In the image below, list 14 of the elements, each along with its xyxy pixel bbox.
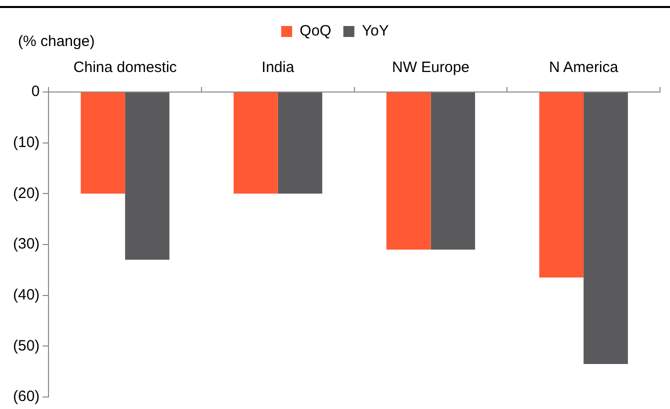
y-tick-label: 0 bbox=[31, 83, 40, 100]
x-tick-label: NW Europe bbox=[392, 59, 470, 76]
y-tick-label: (50) bbox=[12, 337, 40, 354]
legend-label: YoY bbox=[362, 22, 389, 40]
x-tick-label: China domestic bbox=[73, 59, 178, 76]
x-tick-label: India bbox=[262, 59, 295, 76]
legend-label: QoQ bbox=[300, 22, 332, 40]
y-tick-label: (30) bbox=[12, 236, 40, 253]
y-tick-label: (40) bbox=[12, 286, 40, 304]
y-axis-title: (% change) bbox=[18, 33, 95, 50]
x-tick-label: N America bbox=[548, 59, 619, 76]
y-tick-label: (10) bbox=[12, 134, 40, 151]
y-tick-label: (20) bbox=[12, 184, 40, 202]
y-tick-label: (60) bbox=[12, 388, 40, 406]
